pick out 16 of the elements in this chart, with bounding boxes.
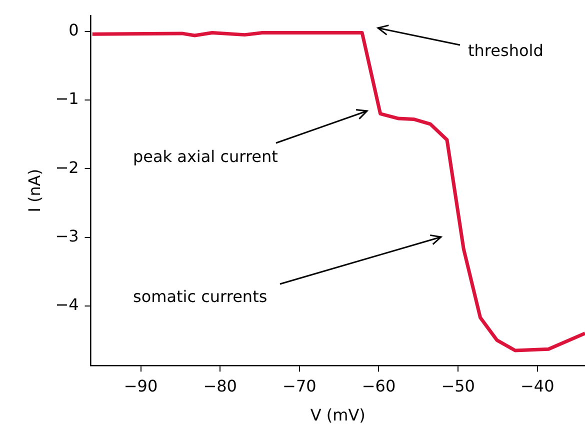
x-axis-title: V (mV) [310, 406, 366, 425]
y-tick-label: −4 [55, 295, 79, 314]
annotation: peak axial current [133, 147, 278, 166]
x-tick-label: −40 [520, 376, 554, 396]
x-tick-label: −90 [124, 376, 158, 396]
y-tick-label: 0 [68, 20, 79, 40]
y-tick-label: −2 [55, 158, 79, 177]
y-axis-title: I (nA) [24, 168, 44, 212]
x-tick-label: −70 [282, 376, 316, 396]
x-tick-label: −50 [441, 376, 475, 396]
x-tick-label: −60 [362, 376, 396, 396]
y-tick-label: −3 [55, 226, 79, 246]
annotation: threshold [468, 41, 544, 60]
y-tick-label: −1 [55, 89, 79, 108]
x-tick-label: −80 [203, 376, 237, 396]
annotation: somatic currents [133, 287, 268, 306]
